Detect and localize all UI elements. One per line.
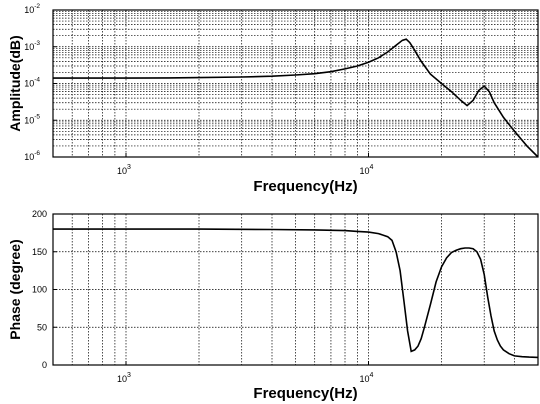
y-tick-label: 50: [37, 322, 47, 332]
amplitude-y-ticks: 10-6 10-5 10-4 10-3 10-2: [24, 3, 57, 162]
y-tick-label: 150: [32, 247, 47, 257]
amplitude-plot: 103 104 10-6 10-5 10-4 10-3 10-2 Frequency(Hz…: [7, 3, 539, 195]
x-tick-label: 104: [360, 372, 374, 384]
phase-plot: 103 104 0 50 100 150 200 Frequency(Hz) Phase …: [7, 209, 539, 402]
phase-curve: [53, 228, 539, 359]
y-tick-label: 10-3: [24, 40, 40, 52]
y-tick-label: 10-4: [24, 77, 40, 89]
amplitude-curve: [53, 38, 539, 158]
amplitude-grid: [53, 10, 538, 157]
x-tick-label: 103: [117, 164, 131, 176]
amplitude-y-axis-label: Amplitude(dB): [7, 35, 23, 131]
x-tick-label: 103: [117, 372, 131, 384]
y-tick-label: 200: [32, 209, 47, 219]
amplitude-x-axis-label: Frequency(Hz): [253, 178, 357, 195]
phase-x-axis-label: Frequency(Hz): [253, 385, 357, 402]
phase-y-ticks: 0 50 100 150 200: [32, 209, 57, 370]
y-tick-label: 10-5: [24, 113, 40, 125]
y-tick-label: 10-2: [24, 3, 40, 15]
y-tick-label: 10-6: [24, 150, 40, 162]
phase-y-axis-label: Phase (degree): [7, 239, 23, 339]
y-tick-label: 100: [32, 285, 47, 295]
phase-grid: [53, 214, 538, 365]
x-tick-label: 104: [360, 164, 374, 176]
y-tick-label: 0: [42, 360, 47, 370]
